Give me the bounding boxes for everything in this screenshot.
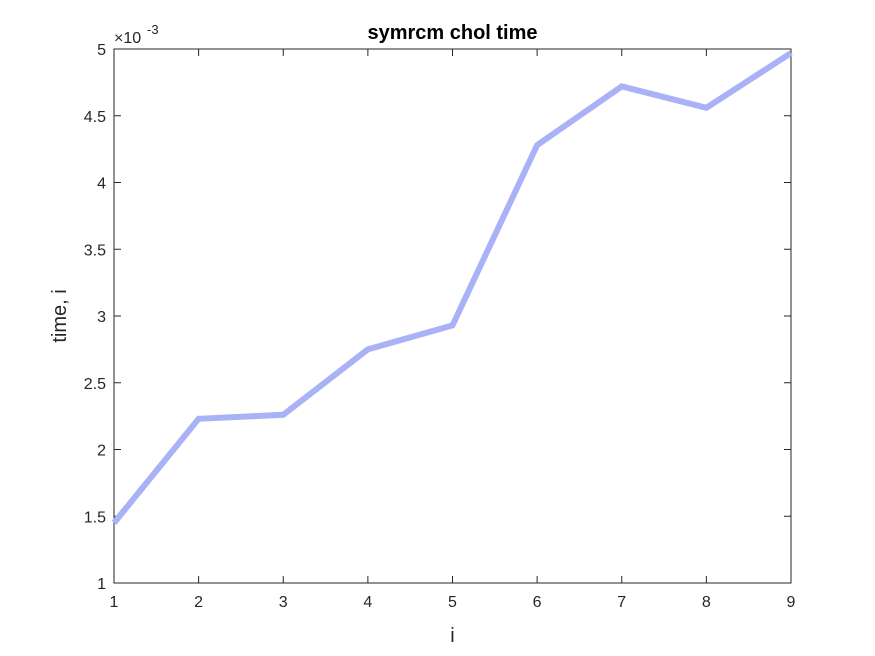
- x-axis-label: i: [450, 625, 454, 647]
- y-tick-label: 3.5: [84, 242, 106, 259]
- x-tick-label: 3: [279, 594, 288, 611]
- x-tick-label: 2: [194, 594, 203, 611]
- x-tick-label: 8: [702, 594, 711, 611]
- x-tick-label: 5: [448, 594, 457, 611]
- y-tick-label: 1.5: [84, 509, 106, 526]
- y-multiplier-base: ×10: [114, 30, 141, 47]
- y-tick-label: 5: [97, 42, 106, 59]
- y-axis-label: time, i: [49, 289, 71, 342]
- x-tick-label: 6: [533, 594, 542, 611]
- y-tick-label: 4.5: [84, 109, 106, 126]
- y-tick-label: 1: [97, 576, 106, 593]
- series-layer: [111, 50, 793, 525]
- ticks: [113, 48, 792, 584]
- y-tick-label: 4: [97, 176, 106, 193]
- x-tick-label: 7: [617, 594, 626, 611]
- tick-labels: 1 2 3 4 5 6 7 8 9 1 1.5 2 2.5 3 3.5 4 4.5 5: [84, 42, 796, 611]
- chart-title: symrcm chol time: [367, 22, 537, 44]
- plot-area: [113, 48, 792, 584]
- y-multiplier-exponent: -3: [147, 22, 159, 37]
- y-tick-label: 2: [97, 443, 106, 460]
- x-tick-label: 1: [110, 594, 119, 611]
- y-tick-label: 3: [97, 309, 106, 326]
- x-tick-label: 4: [363, 594, 372, 611]
- y-tick-label: 2.5: [84, 376, 106, 393]
- x-tick-label: 9: [787, 594, 796, 611]
